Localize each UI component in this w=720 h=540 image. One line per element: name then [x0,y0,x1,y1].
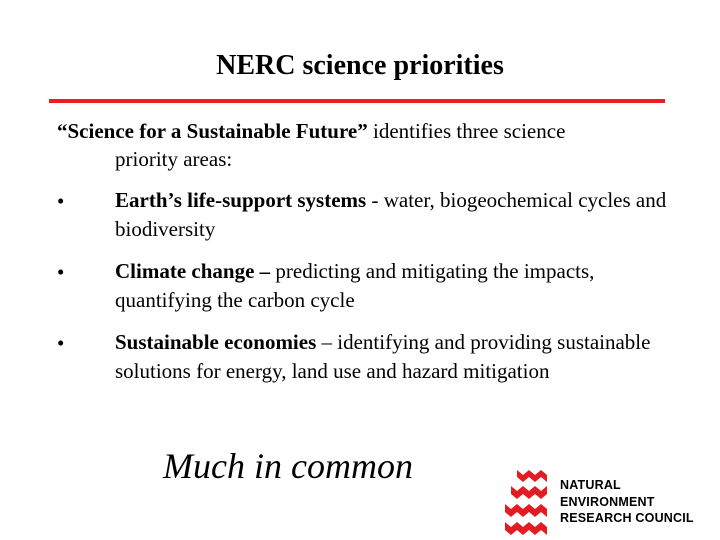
bullet-body: predicting and mitigating the impacts, q… [115,259,595,312]
bullet-heading: Earth’s life-support systems [115,188,372,212]
nerc-mark-icon [505,470,547,535]
logo-line: ENVIRONMENT [560,494,655,509]
bullet-heading: Sustainable economies [115,330,317,354]
logo-line: NATURAL [560,478,621,492]
bullet-heading: Climate change – [115,259,271,283]
bullet-item-climate-change: Climate change – predicting and mitigati… [115,257,685,315]
bullet-marker: • [57,189,65,213]
nerc-logo: NATURAL ENVIRONMENT RESEARCH COUNCIL [503,466,708,538]
bullet-marker: • [57,331,65,355]
slide-title: NERC science priorities [216,50,504,81]
bullet-item-life-support: Earth’s life-support systems - water, bi… [115,186,685,244]
intro-bold-title: “Science for a Sustainable Future” [57,119,368,143]
intro-text: identifies three science [367,119,566,143]
tagline: Much in common [163,446,413,486]
intro-text-continued: priority areas: [115,147,233,171]
title-divider [49,99,665,103]
nerc-logo-text: NATURAL ENVIRONMENT RESEARCH COUNCIL [560,477,694,527]
intro-paragraph: “Science for a Sustainable Future” ident… [57,117,667,173]
bullet-item-sustainable-economies: Sustainable economies – identifying and … [115,328,685,386]
bullet-marker: • [57,260,65,284]
bullet-body: - water, biogeochemical cycles and biodi… [115,188,667,241]
bullet-body: – identifying and providing sustainable … [115,330,651,383]
logo-line: RESEARCH COUNCIL [560,511,694,525]
